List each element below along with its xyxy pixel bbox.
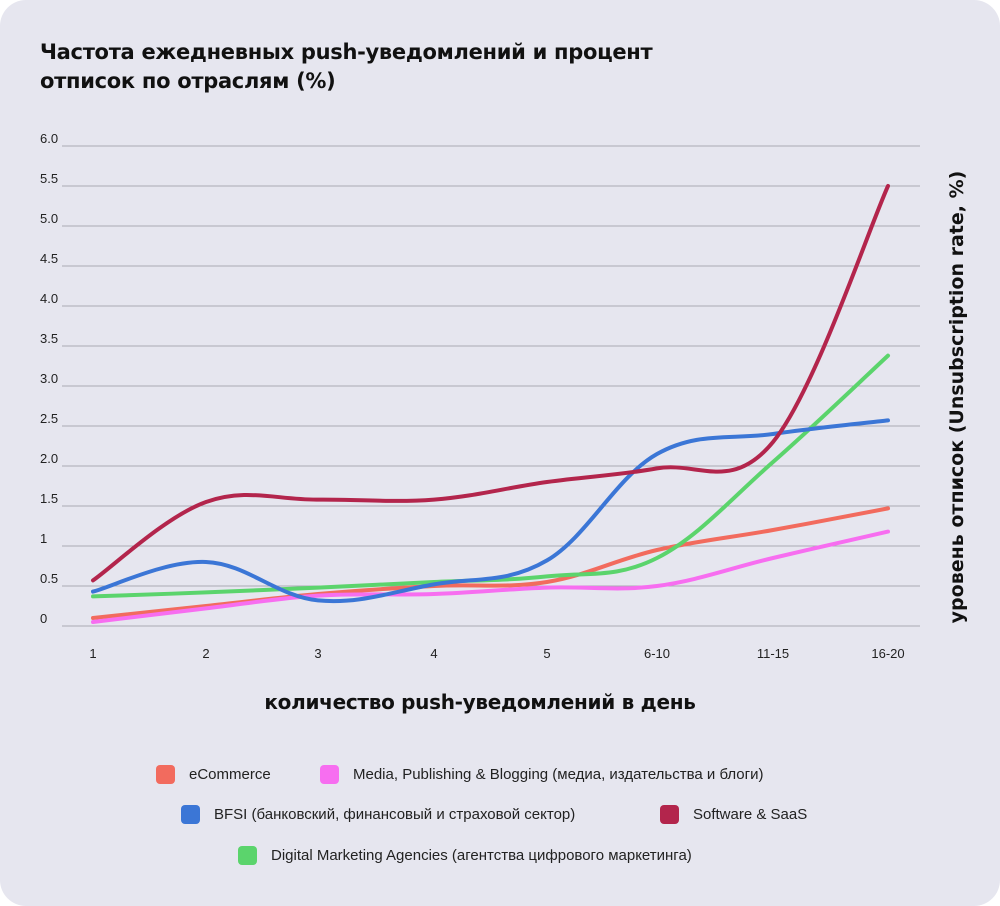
- y-tick-label: 5.5: [40, 171, 58, 186]
- legend-swatch: [238, 846, 257, 865]
- y-axis-ticks: 0 0.5 1 1.5 2.0 2.5 3.0 3.5 4.0 4.5 5.0 5.5 6.0: [40, 131, 58, 626]
- y-tick-label: 4.0: [40, 291, 58, 306]
- x-tick-label: 5: [543, 646, 550, 661]
- y-tick-label: 1: [40, 531, 47, 546]
- legend-label: Media, Publishing & Blogging (медиа, изд…: [353, 766, 764, 783]
- grid-lines: [62, 145, 920, 627]
- legend-item: Media, Publishing & Blogging (медиа, изд…: [320, 765, 763, 784]
- legend-item: Digital Marketing Agencies (агентства ци…: [238, 846, 692, 865]
- legend-swatch: [181, 805, 200, 824]
- series-line-0: [91, 506, 890, 620]
- x-axis-ticks: 1 2 3 4 5 6-10 11-15 16-20: [89, 646, 904, 661]
- y-tick-label: 0: [40, 611, 47, 626]
- legend-label: Digital Marketing Agencies (агентства ци…: [271, 847, 692, 864]
- series-line-4: [91, 353, 890, 599]
- y-tick-label: 5.0: [40, 211, 58, 226]
- chart-title: Частота ежедневных push-уведомлений и пр…: [40, 40, 653, 93]
- y-axis-label: уровень отписок (Unsubscription rate, %): [946, 171, 968, 624]
- legend-swatch: [156, 765, 175, 784]
- x-axis-label: количество push-уведомлений в день: [264, 690, 696, 714]
- series-line-2: [91, 418, 890, 604]
- x-tick-label: 11-15: [757, 646, 789, 661]
- y-tick-label: 2.5: [40, 411, 58, 426]
- y-tick-label: 3.0: [40, 371, 58, 386]
- x-tick-label: 6-10: [644, 646, 670, 661]
- legend-item: Software & SaaS: [660, 805, 807, 824]
- x-tick-label: 3: [314, 646, 321, 661]
- x-tick-label: 1: [89, 646, 96, 661]
- x-tick-label: 4: [430, 646, 437, 661]
- x-tick-label: 2: [202, 646, 209, 661]
- y-tick-label: 6.0: [40, 131, 58, 146]
- legend-label: BFSI (банковский, финансовый и страховой…: [214, 806, 576, 823]
- legend-label: Software & SaaS: [693, 806, 808, 823]
- legend-label: eCommerce: [189, 766, 271, 783]
- y-tick-label: 1.5: [40, 491, 58, 506]
- y-tick-label: 4.5: [40, 251, 58, 266]
- series-lines: [91, 184, 890, 624]
- y-tick-label: 3.5: [40, 331, 58, 346]
- series-line-1: [91, 529, 890, 624]
- y-tick-label: 0.5: [40, 571, 58, 586]
- legend-swatch: [320, 765, 339, 784]
- legend-item: eCommerce: [156, 765, 271, 784]
- y-tick-label: 2.0: [40, 451, 58, 466]
- x-tick-label: 16-20: [871, 646, 904, 661]
- series-line-3: [91, 184, 890, 583]
- legend-item: BFSI (банковский, финансовый и страховой…: [181, 805, 575, 824]
- legend-swatch: [660, 805, 679, 824]
